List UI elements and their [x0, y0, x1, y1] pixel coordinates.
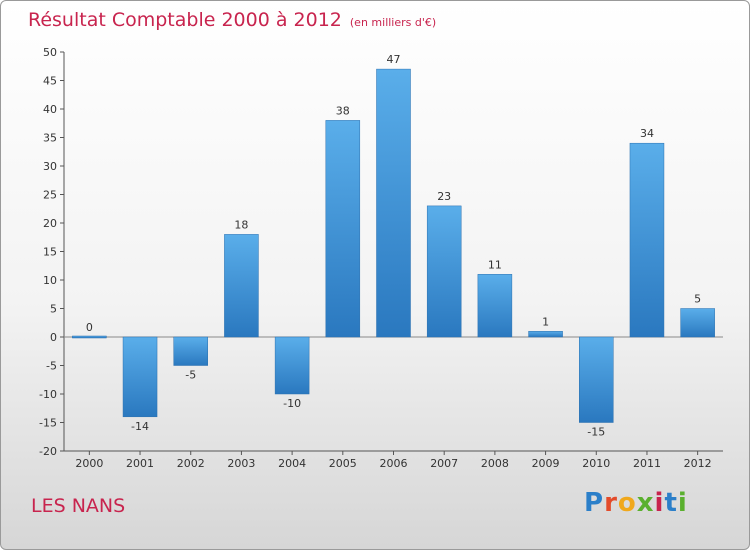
bar-2011: [629, 142, 665, 338]
x-tick-label: 2011: [633, 457, 661, 470]
x-tick-label: 2007: [430, 457, 458, 470]
logo-letter: i: [677, 488, 688, 518]
data-label-2011: 34: [640, 127, 654, 140]
logo-letter: P: [584, 488, 605, 518]
bar-2009: [528, 331, 563, 338]
chart-title-text: Résultat Comptable 2000 à 2012: [28, 9, 342, 31]
y-tick-label: 45: [43, 75, 57, 88]
y-tick-label: 30: [43, 160, 57, 173]
chart-subtitle: (en milliers d'€): [349, 16, 437, 29]
y-tick-label: 35: [43, 132, 57, 145]
bar-2008: [477, 274, 513, 338]
x-tick-label: 2001: [126, 457, 154, 470]
data-label-2002: -5: [185, 369, 196, 382]
bar-2007: [426, 205, 462, 338]
y-tick-label: -20: [39, 445, 57, 458]
data-label-2001: -14: [131, 420, 149, 433]
x-tick-label: 2008: [481, 457, 509, 470]
bar-2000: [72, 335, 107, 339]
logo-letter: o: [617, 488, 637, 518]
y-tick-label: 15: [43, 246, 57, 259]
bar-2010: [579, 336, 614, 423]
bar-2003: [224, 234, 259, 338]
x-tick-label: 2012: [684, 457, 712, 470]
bar-2001: [122, 336, 158, 418]
bar-2006: [376, 68, 411, 338]
x-tick-label: 2005: [329, 457, 357, 470]
y-tick-label: 5: [50, 303, 57, 316]
x-tick-label: 2010: [582, 457, 610, 470]
logo-letter: x: [636, 488, 655, 518]
chart-title: Résultat Comptable 2000 à 2012 (en millie…: [28, 9, 436, 31]
data-label-2006: 47: [387, 53, 401, 66]
y-tick-label: -5: [46, 360, 57, 373]
data-label-2004: -10: [283, 397, 301, 410]
data-label-2000: 0: [86, 321, 93, 334]
data-label-2005: 38: [336, 104, 350, 117]
y-tick-label: -10: [39, 388, 57, 401]
y-tick-label: 0: [50, 331, 57, 344]
y-tick-label: 25: [43, 189, 57, 202]
data-label-2009: 1: [542, 315, 549, 328]
logo-letter: i: [654, 488, 665, 518]
commune-name: LES NANS: [31, 495, 126, 517]
x-tick-label: 2002: [177, 457, 205, 470]
x-tick-label: 2000: [75, 457, 103, 470]
data-label-2003: 18: [234, 218, 248, 231]
y-tick-label: 20: [43, 217, 57, 230]
y-tick-label: -15: [39, 417, 57, 430]
x-tick-label: 2004: [278, 457, 306, 470]
data-label-2012: 5: [694, 293, 701, 306]
data-label-2010: -15: [587, 426, 605, 439]
x-tick-label: 2003: [227, 457, 255, 470]
y-tick-label: 10: [43, 274, 57, 287]
bar-2002: [173, 336, 208, 366]
bar-2005: [325, 120, 361, 338]
proxiti-logo: Proxiti: [584, 488, 688, 518]
bar-2004: [274, 336, 310, 395]
data-label-2007: 23: [437, 190, 451, 203]
x-tick-label: 2009: [532, 457, 560, 470]
x-tick-label: 2006: [380, 457, 408, 470]
logo-letter: t: [664, 488, 678, 518]
y-tick-label: 40: [43, 103, 57, 116]
y-tick-label: 50: [43, 46, 57, 59]
data-label-2008: 11: [488, 258, 502, 271]
bar-2012: [680, 308, 715, 338]
logo-letter: r: [604, 488, 618, 518]
